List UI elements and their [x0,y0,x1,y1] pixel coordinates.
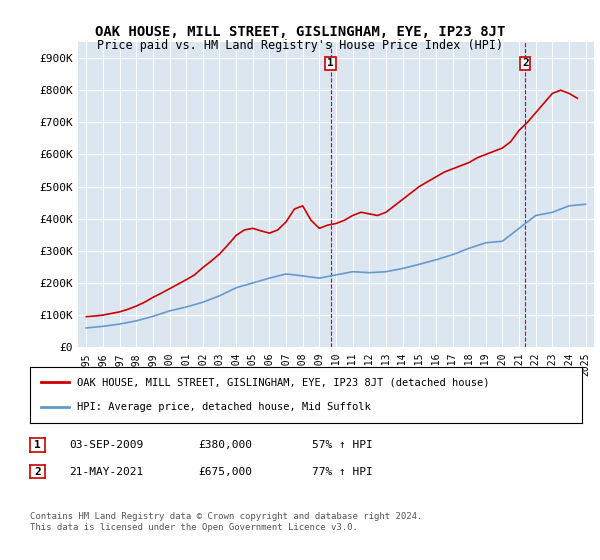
Text: 2: 2 [522,58,529,68]
Text: £675,000: £675,000 [198,466,252,477]
Text: Contains HM Land Registry data © Crown copyright and database right 2024.
This d: Contains HM Land Registry data © Crown c… [30,512,422,532]
Text: Price paid vs. HM Land Registry's House Price Index (HPI): Price paid vs. HM Land Registry's House … [97,39,503,52]
Text: 2: 2 [34,466,41,477]
Text: 77% ↑ HPI: 77% ↑ HPI [312,466,373,477]
Text: 1: 1 [34,440,41,450]
Text: OAK HOUSE, MILL STREET, GISLINGHAM, EYE, IP23 8JT: OAK HOUSE, MILL STREET, GISLINGHAM, EYE,… [95,25,505,39]
Text: HPI: Average price, detached house, Mid Suffolk: HPI: Average price, detached house, Mid … [77,402,371,412]
Text: 03-SEP-2009: 03-SEP-2009 [69,440,143,450]
Text: 57% ↑ HPI: 57% ↑ HPI [312,440,373,450]
Text: OAK HOUSE, MILL STREET, GISLINGHAM, EYE, IP23 8JT (detached house): OAK HOUSE, MILL STREET, GISLINGHAM, EYE,… [77,377,490,388]
Text: £380,000: £380,000 [198,440,252,450]
Text: 21-MAY-2021: 21-MAY-2021 [69,466,143,477]
Text: 1: 1 [327,58,334,68]
